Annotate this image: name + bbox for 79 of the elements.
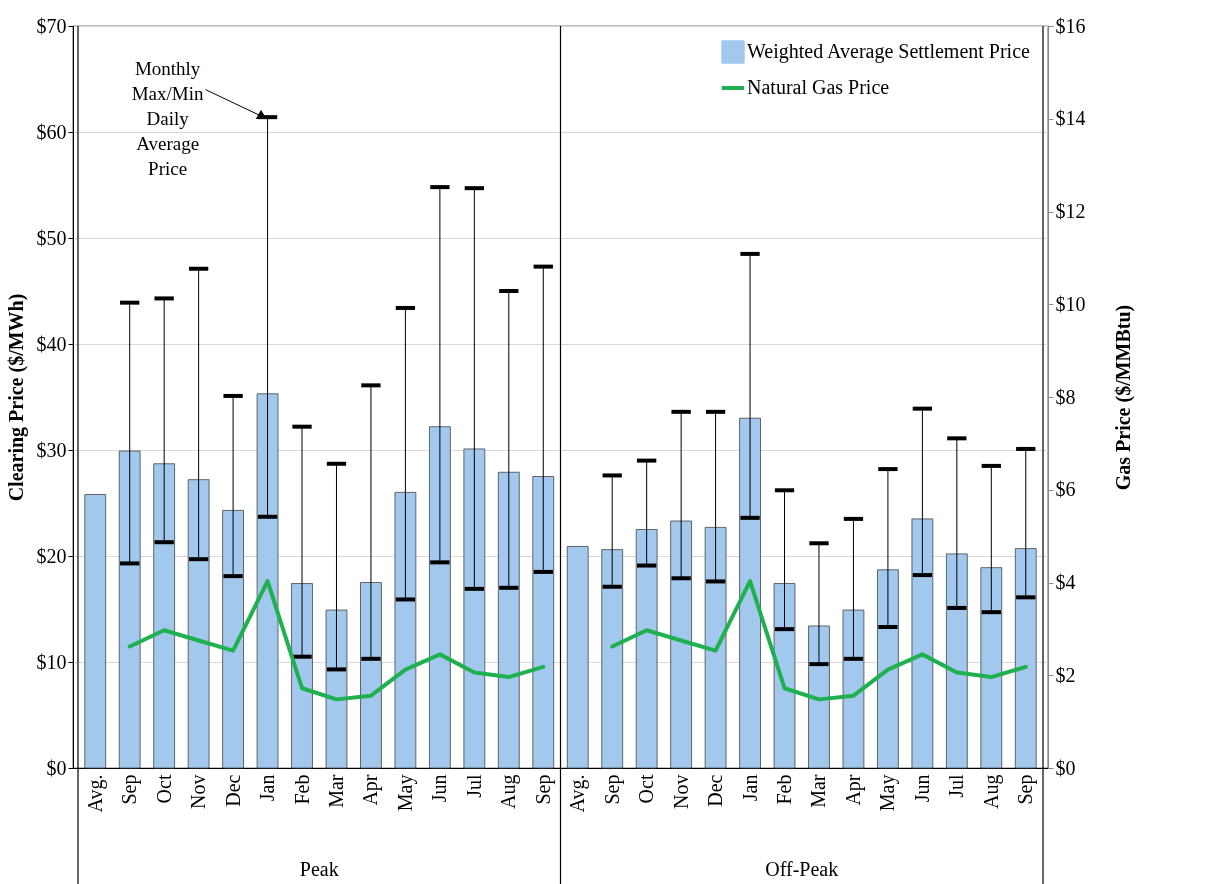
- y-tick-label: $70: [36, 14, 67, 37]
- x-tick-label: Feb: [773, 774, 796, 805]
- x-tick-label: Avg.: [83, 774, 107, 813]
- x-tick-label: Dec: [704, 774, 727, 807]
- x-tick-label: May: [876, 774, 900, 812]
- text: Off-Peak: [765, 858, 839, 880]
- bar: [222, 510, 244, 769]
- x-tick-label: Apr: [359, 774, 383, 806]
- bar: [566, 546, 589, 769]
- bar: [1014, 548, 1037, 769]
- x-tick-label: Oct: [152, 774, 175, 804]
- y2-tick-label: $6: [1055, 478, 1076, 501]
- bar: [704, 526, 727, 769]
- bar: [84, 494, 107, 769]
- bar: [635, 529, 658, 769]
- y-tick-label: $50: [36, 226, 67, 249]
- bar: [601, 549, 624, 769]
- annotation: Monthly Max/Min Daily Average Price: [131, 58, 204, 180]
- bar: [532, 476, 555, 769]
- y-tick-label: $40: [36, 332, 67, 355]
- x-tick-label: Nov: [669, 774, 692, 809]
- bar: [360, 582, 382, 769]
- x-tick-label: Avg.: [566, 774, 590, 813]
- y-tick-label: $20: [36, 544, 67, 567]
- y2-tick-label: $2: [1055, 663, 1076, 686]
- bar: [153, 463, 176, 769]
- y2-tick-label: $12: [1055, 200, 1086, 222]
- bar: [980, 567, 1003, 769]
- x-tick-label: Jul: [462, 774, 485, 798]
- bar: [256, 393, 279, 769]
- text: Peak: [299, 858, 339, 880]
- x-tick-label: Jun: [910, 774, 933, 803]
- legend-label: Weighted Average Settlement Price: [747, 40, 1031, 63]
- bar: [739, 417, 761, 769]
- x-tick-label: Oct: [635, 774, 658, 804]
- y2-tick-label: $14: [1055, 107, 1086, 130]
- bar: [394, 492, 417, 769]
- x-tick-label: Jan: [256, 774, 279, 802]
- x-tick-label: Mar: [807, 774, 830, 808]
- bar: [877, 569, 899, 769]
- x-tick-label: Feb: [290, 774, 313, 805]
- x-tick-label: Aug: [497, 774, 521, 809]
- y-axis-title: Clearing Price ($/MWh): [4, 293, 28, 502]
- bar: [118, 450, 141, 769]
- x-tick-label: Aug: [979, 774, 1003, 809]
- bar: [187, 479, 210, 769]
- x-tick-label: Sep: [531, 774, 555, 805]
- y-tick-label: $10: [36, 650, 67, 673]
- y-tick-label: $60: [36, 120, 67, 143]
- bar: [808, 625, 830, 769]
- y2-axis-title: Gas Price ($/MMBtu): [1111, 304, 1135, 491]
- x-tick-label: Jun: [428, 774, 451, 803]
- x-tick-label: Nov: [187, 774, 210, 809]
- y2-tick-label: $4: [1055, 571, 1076, 593]
- bar: [911, 518, 934, 769]
- x-tick-label: Apr: [841, 774, 865, 806]
- bar: [945, 553, 968, 769]
- x-tick-label: Jul: [945, 774, 968, 798]
- x-tick-label: May: [393, 774, 417, 812]
- y-tick-label: $30: [36, 438, 67, 461]
- y2-tick-label: $8: [1055, 385, 1076, 408]
- y2-tick-label: $10: [1055, 292, 1086, 315]
- bar: [670, 520, 692, 769]
- x-tick-label: Jan: [738, 774, 761, 802]
- bar: [497, 471, 520, 769]
- x-tick-label: Dec: [221, 774, 244, 807]
- bar: [463, 448, 486, 769]
- x-tick-label: Sep: [1014, 774, 1038, 805]
- x-tick-label: Sep: [600, 774, 624, 805]
- y-tick-label: $0: [46, 756, 67, 779]
- y2-tick-label: $0: [1055, 756, 1076, 779]
- bar: [429, 426, 451, 769]
- bar: [842, 609, 865, 769]
- legend-label: Natural Gas Price: [747, 76, 890, 98]
- bar: [325, 609, 348, 769]
- y2-tick-label: $16: [1055, 14, 1086, 37]
- bar: [773, 583, 796, 769]
- x-tick-label: Mar: [324, 774, 347, 808]
- x-tick-label: Sep: [118, 774, 142, 805]
